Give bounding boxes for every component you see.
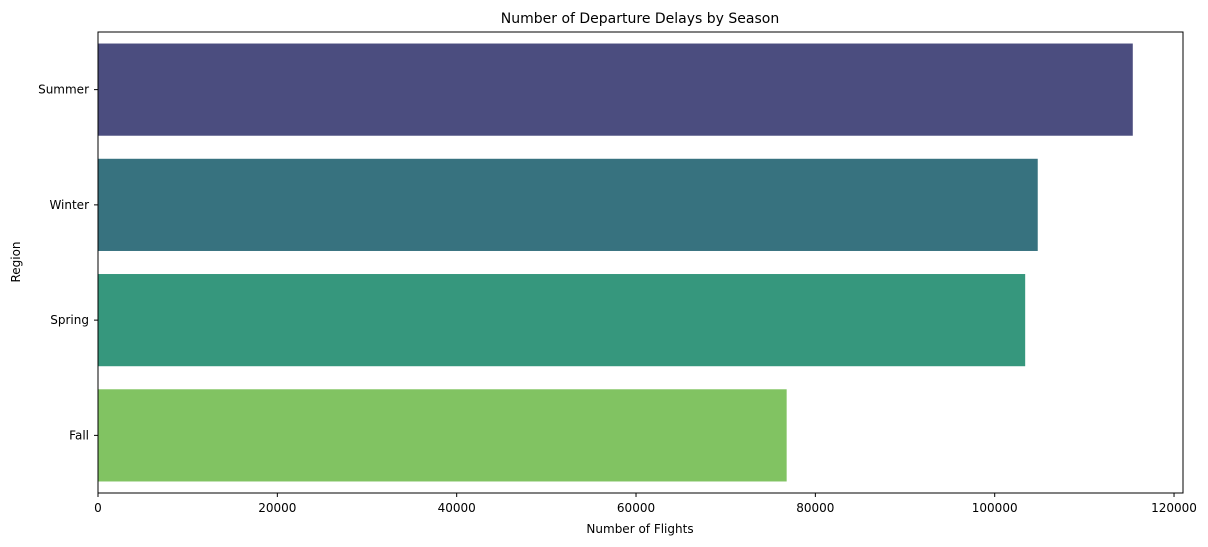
x-axis-ticks: 0 20000 40000 60000 80000 100000 120000: [94, 493, 1197, 515]
bar-winter: [98, 158, 1038, 251]
x-tick-label-2: 40000: [438, 501, 476, 515]
y-tick-label-fall: Fall: [69, 428, 89, 442]
y-axis-ticks: Summer Winter Spring Fall: [38, 83, 98, 442]
x-axis-label: Number of Flights: [586, 522, 693, 536]
x-tick-label-0: 0: [94, 501, 102, 515]
bar-summer: [98, 43, 1133, 136]
x-tick-label-5: 100000: [972, 501, 1018, 515]
bars-group: [98, 43, 1133, 482]
chart-title: Number of Departure Delays by Season: [501, 11, 779, 27]
y-tick-label-summer: Summer: [38, 83, 89, 97]
y-tick-label-spring: Spring: [50, 313, 89, 327]
bar-fall: [98, 389, 787, 482]
bar-spring: [98, 274, 1026, 367]
plot-frame: [97, 31, 1184, 494]
x-tick-label-3: 60000: [617, 501, 655, 515]
y-tick-label-winter: Winter: [49, 198, 89, 212]
y-axis-label: Region: [9, 241, 23, 282]
x-tick-label-1: 20000: [258, 501, 296, 515]
x-tick-label-6: 120000: [1151, 501, 1197, 515]
x-tick-label-4: 80000: [796, 501, 834, 515]
